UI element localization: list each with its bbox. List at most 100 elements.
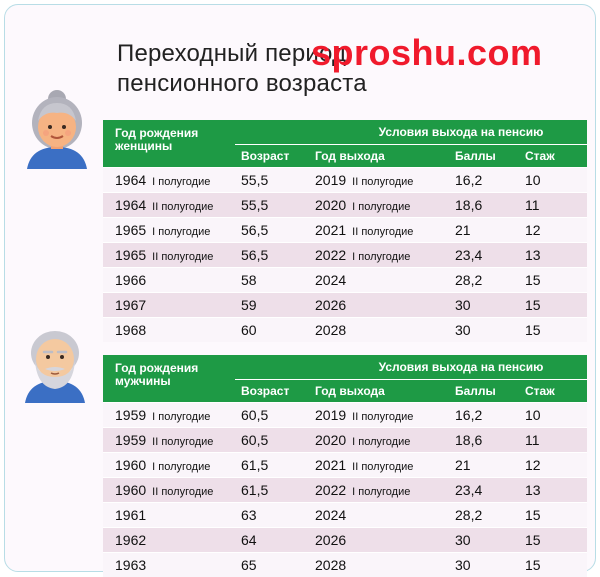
watermark: sproshu.com [311,31,543,75]
points-cell: 23,4 [449,243,519,268]
points-cell: 30 [449,553,519,577]
conditions-header: Условия выхода на пенсию [235,120,587,145]
stage-cell: 11 [519,193,587,218]
birth-cell: 1962 [103,528,235,553]
points-cell: 28,2 [449,503,519,528]
table-row: 1967 59 2026 30 15 [103,293,587,318]
stage-cell: 13 [519,243,587,268]
age-cell: 56,5 [235,243,309,268]
age-cell: 64 [235,528,309,553]
points-cell: 18,6 [449,193,519,218]
elderly-woman-icon [25,89,89,169]
women-table: Год рождения женщины Условия выхода на п… [103,120,587,342]
birth-cell: 1961 [103,503,235,528]
points-cell: 28,2 [449,268,519,293]
stage-cell: 15 [519,318,587,343]
points-cell: 21 [449,453,519,478]
infographic-card: Переходный период пенсионного возраста s… [4,4,596,572]
stage-cell: 15 [519,503,587,528]
points-cell: 30 [449,528,519,553]
age-cell: 61,5 [235,453,309,478]
birth-year-header: Год рождения женщины [103,120,235,168]
birth-year-header: Год рождения мужчины [103,355,235,403]
exit-year-column-header: Год выхода [309,380,449,403]
birth-cell: 1967 [103,293,235,318]
points-cell: 18,6 [449,428,519,453]
exit-year-column-header: Год выхода [309,145,449,168]
table-row: 1966 58 2024 28,2 15 [103,268,587,293]
stage-cell: 12 [519,453,587,478]
conditions-header: Условия выхода на пенсию [235,355,587,380]
points-cell: 30 [449,318,519,343]
age-cell: 59 [235,293,309,318]
exit-cell: 2024 [309,268,449,293]
exit-cell: 2026 [309,293,449,318]
table-row: 1962 64 2026 30 15 [103,528,587,553]
age-cell: 58 [235,268,309,293]
stage-cell: 15 [519,268,587,293]
stage-cell: 12 [519,218,587,243]
men-table: Год рождения мужчины Условия выхода на п… [103,355,587,577]
stage-cell: 15 [519,553,587,577]
age-cell: 55,5 [235,193,309,218]
table-row: 1968 60 2028 30 15 [103,318,587,343]
points-cell: 23,4 [449,478,519,503]
table-row: 1961 63 2024 28,2 15 [103,503,587,528]
points-cell: 30 [449,293,519,318]
age-cell: 55,5 [235,168,309,193]
age-column-header: Возраст [235,145,309,168]
age-cell: 61,5 [235,478,309,503]
age-cell: 60 [235,318,309,343]
age-cell: 60,5 [235,428,309,453]
exit-cell: 2026 [309,528,449,553]
birth-cell: 1966 [103,268,235,293]
age-cell: 65 [235,553,309,577]
exit-cell: 2028 [309,318,449,343]
age-cell: 60,5 [235,403,309,428]
points-column-header: Баллы [449,145,519,168]
stage-cell: 15 [519,293,587,318]
age-column-header: Возраст [235,380,309,403]
points-cell: 21 [449,218,519,243]
points-cell: 16,2 [449,403,519,428]
stage-column-header: Стаж [519,380,587,403]
birth-cell: 1963 [103,553,235,577]
stage-cell: 11 [519,428,587,453]
elderly-man-icon [23,323,87,403]
age-cell: 56,5 [235,218,309,243]
points-cell: 16,2 [449,168,519,193]
age-cell: 63 [235,503,309,528]
table-row: 1963 65 2028 30 15 [103,553,587,577]
birth-cell: 1968 [103,318,235,343]
points-column-header: Баллы [449,380,519,403]
stage-cell: 13 [519,478,587,503]
stage-cell: 10 [519,403,587,428]
stage-column-header: Стаж [519,145,587,168]
stage-cell: 10 [519,168,587,193]
stage-cell: 15 [519,528,587,553]
exit-cell: 2028 [309,553,449,577]
